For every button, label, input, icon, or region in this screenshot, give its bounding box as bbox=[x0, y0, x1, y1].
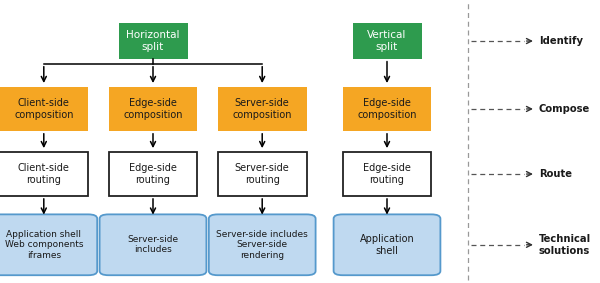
FancyBboxPatch shape bbox=[100, 215, 206, 275]
FancyBboxPatch shape bbox=[0, 87, 88, 131]
Text: Server-side
includes: Server-side includes bbox=[127, 235, 179, 254]
FancyBboxPatch shape bbox=[209, 215, 316, 275]
FancyBboxPatch shape bbox=[218, 87, 307, 131]
Text: Technical
solutions: Technical solutions bbox=[539, 234, 591, 256]
FancyBboxPatch shape bbox=[0, 215, 97, 275]
Text: Edge-side
routing: Edge-side routing bbox=[129, 163, 177, 185]
FancyBboxPatch shape bbox=[343, 87, 431, 131]
Text: Vertical
split: Vertical split bbox=[367, 30, 407, 52]
FancyBboxPatch shape bbox=[218, 152, 307, 196]
Text: Application
shell: Application shell bbox=[359, 234, 415, 256]
Text: Server-side
composition: Server-side composition bbox=[232, 98, 292, 120]
Text: Client-side
composition: Client-side composition bbox=[14, 98, 74, 120]
FancyBboxPatch shape bbox=[353, 23, 421, 59]
Text: Client-side
routing: Client-side routing bbox=[18, 163, 70, 185]
Text: Identify: Identify bbox=[539, 36, 583, 46]
Text: Route: Route bbox=[539, 169, 572, 179]
Text: Edge-side
composition: Edge-side composition bbox=[123, 98, 183, 120]
FancyBboxPatch shape bbox=[343, 152, 431, 196]
Text: Application shell
Web components
iframes: Application shell Web components iframes bbox=[5, 230, 83, 260]
Text: Compose: Compose bbox=[539, 104, 590, 114]
Text: Edge-side
routing: Edge-side routing bbox=[363, 163, 411, 185]
FancyBboxPatch shape bbox=[334, 215, 440, 275]
Text: Edge-side
composition: Edge-side composition bbox=[357, 98, 417, 120]
Text: Horizontal
split: Horizontal split bbox=[126, 30, 180, 52]
Text: Server-side
routing: Server-side routing bbox=[235, 163, 290, 185]
FancyBboxPatch shape bbox=[0, 152, 88, 196]
FancyBboxPatch shape bbox=[109, 152, 197, 196]
FancyBboxPatch shape bbox=[109, 87, 197, 131]
FancyBboxPatch shape bbox=[119, 23, 187, 59]
Text: Server-side includes
Server-side
rendering: Server-side includes Server-side renderi… bbox=[217, 230, 308, 260]
